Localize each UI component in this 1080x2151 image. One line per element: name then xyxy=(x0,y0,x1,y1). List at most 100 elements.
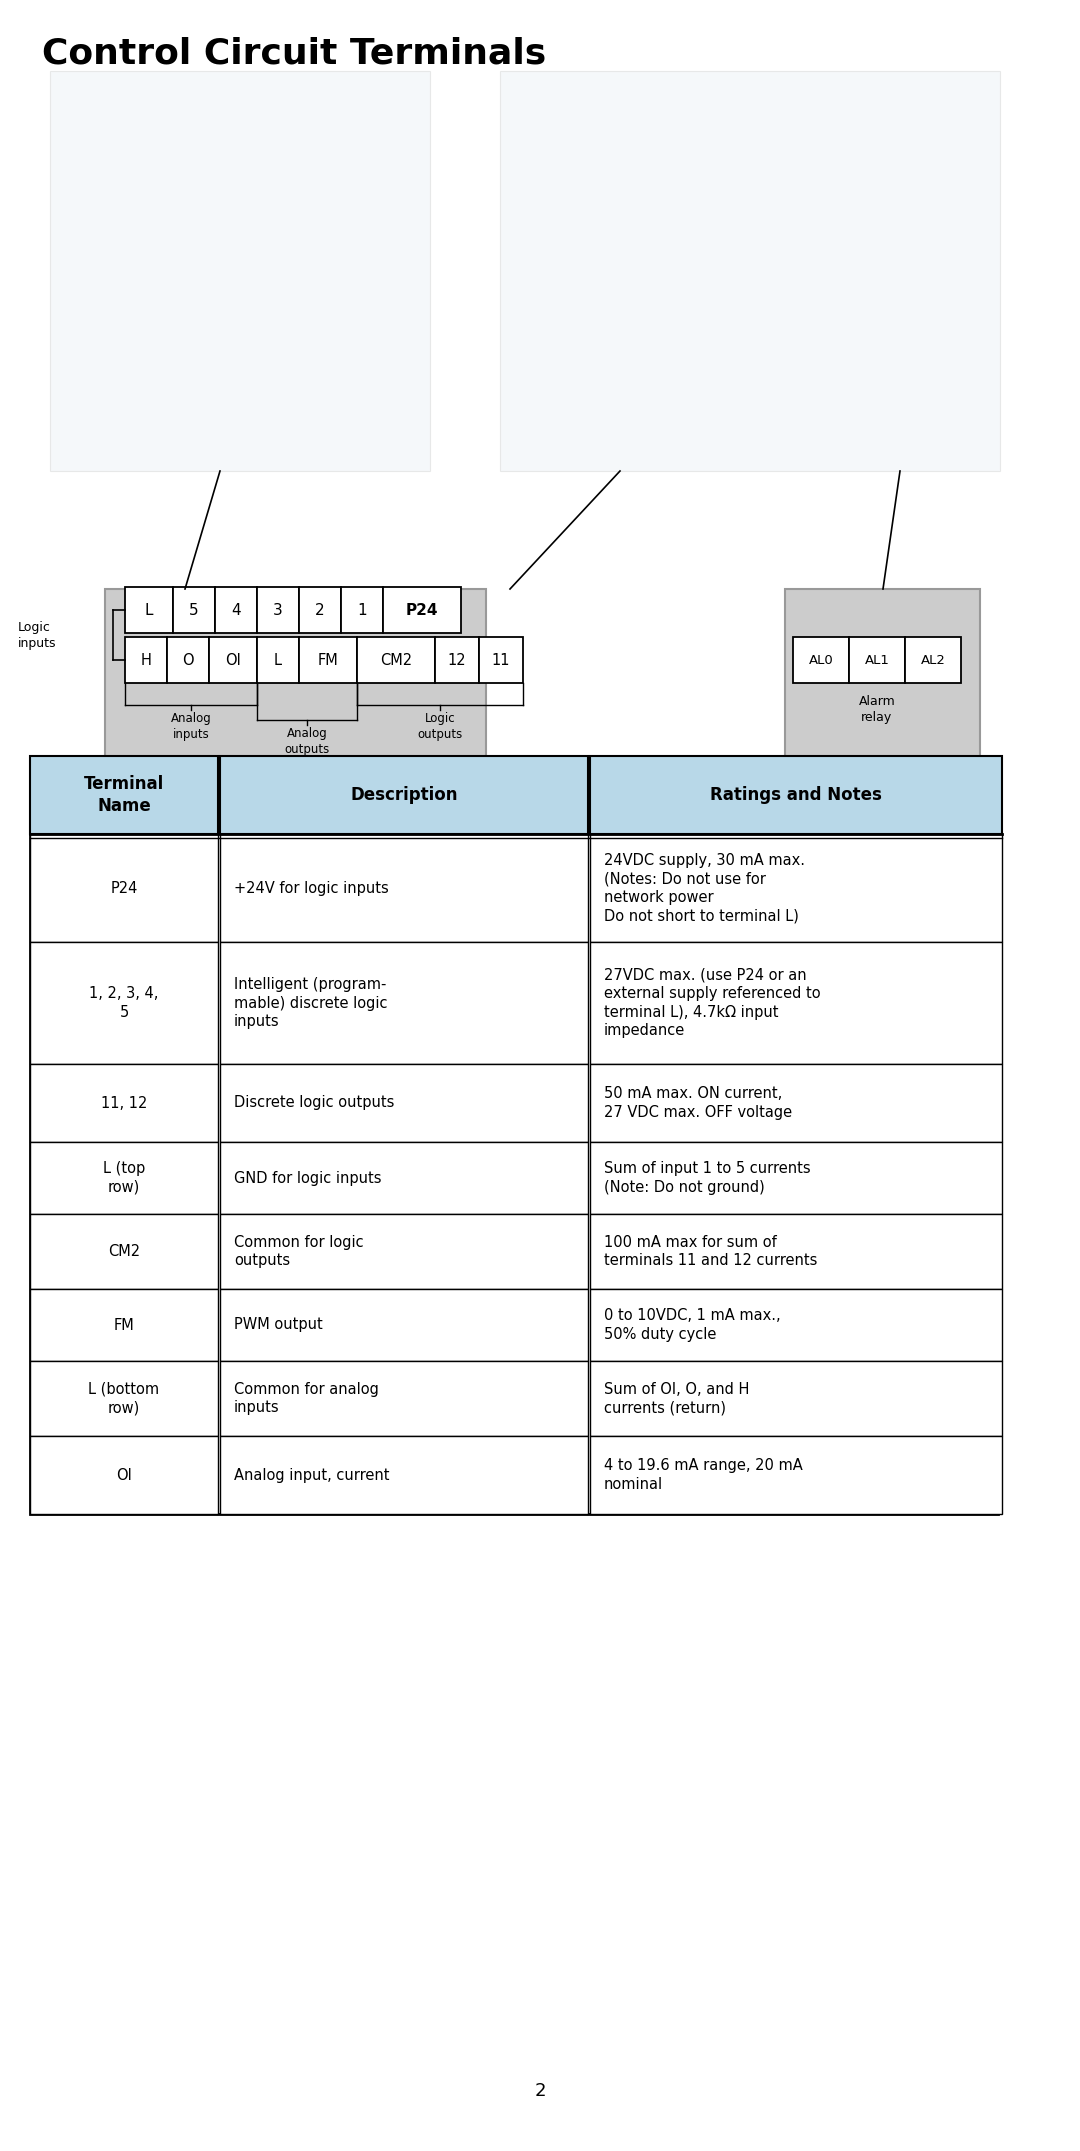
Text: 4 to 19.6 mA range, 20 mA
nominal: 4 to 19.6 mA range, 20 mA nominal xyxy=(604,1458,802,1493)
Text: Analog input, current: Analog input, current xyxy=(234,1467,390,1482)
Text: 1: 1 xyxy=(357,602,367,617)
Text: AL0: AL0 xyxy=(809,654,834,667)
Bar xyxy=(220,1142,588,1213)
Bar xyxy=(590,835,1002,942)
Bar xyxy=(30,1213,218,1288)
Bar xyxy=(30,835,218,942)
Text: 24VDC supply, 30 mA max.
(Notes: Do not use for
network power
Do not short to te: 24VDC supply, 30 mA max. (Notes: Do not … xyxy=(604,852,805,923)
Bar xyxy=(341,587,383,632)
Bar xyxy=(30,755,218,835)
Text: Analog
outputs: Analog outputs xyxy=(284,727,329,755)
Bar xyxy=(30,942,218,1065)
Text: 5: 5 xyxy=(189,602,199,617)
Text: P24: P24 xyxy=(110,880,137,895)
Text: 100 mA max for sum of
terminals 11 and 12 currents: 100 mA max for sum of terminals 11 and 1… xyxy=(604,1235,818,1269)
Bar xyxy=(383,587,461,632)
Text: Sum of input 1 to 5 currents
(Note: Do not ground): Sum of input 1 to 5 currents (Note: Do n… xyxy=(604,1162,811,1194)
Text: 27VDC max. (use P24 or an
external supply referenced to
terminal L), 4.7kΩ input: 27VDC max. (use P24 or an external suppl… xyxy=(604,968,821,1039)
Text: H: H xyxy=(140,652,151,667)
Text: Common for logic
outputs: Common for logic outputs xyxy=(234,1235,364,1269)
Bar xyxy=(257,587,299,632)
Text: P24: P24 xyxy=(406,602,438,617)
Text: 4: 4 xyxy=(231,602,241,617)
Text: L: L xyxy=(274,652,282,667)
Bar xyxy=(30,1142,218,1213)
Bar xyxy=(257,637,299,684)
Text: FM: FM xyxy=(318,652,338,667)
Text: 3: 3 xyxy=(273,602,283,617)
Text: CM2: CM2 xyxy=(108,1243,140,1258)
Text: AL2: AL2 xyxy=(920,654,945,667)
Bar xyxy=(793,637,849,684)
Bar xyxy=(220,1437,588,1514)
Text: 50 mA max. ON current,
27 VDC max. OFF voltage: 50 mA max. ON current, 27 VDC max. OFF v… xyxy=(604,1086,792,1121)
Bar xyxy=(357,637,435,684)
Text: 11: 11 xyxy=(491,652,510,667)
Bar xyxy=(590,1142,1002,1213)
Bar xyxy=(220,1288,588,1362)
Bar xyxy=(30,1362,218,1437)
Text: L: L xyxy=(145,602,153,617)
Text: CM2: CM2 xyxy=(380,652,413,667)
Text: Analog
inputs: Analog inputs xyxy=(171,712,212,740)
Bar xyxy=(125,587,173,632)
Bar xyxy=(435,637,480,684)
Bar xyxy=(30,1288,218,1362)
Bar xyxy=(299,587,341,632)
Text: Common for analog
inputs: Common for analog inputs xyxy=(234,1381,379,1415)
Bar xyxy=(220,755,588,835)
Text: +24V for logic inputs: +24V for logic inputs xyxy=(234,880,389,895)
Bar xyxy=(500,71,1000,471)
Text: Discrete logic outputs: Discrete logic outputs xyxy=(234,1095,394,1110)
Text: L (top
row): L (top row) xyxy=(103,1162,145,1194)
Text: AL1: AL1 xyxy=(865,654,890,667)
Bar xyxy=(220,1362,588,1437)
Text: Alarm
relay: Alarm relay xyxy=(859,695,895,725)
Text: Sum of OI, O, and H
currents (return): Sum of OI, O, and H currents (return) xyxy=(604,1381,750,1415)
Text: Intelligent (program-
mable) discrete logic
inputs: Intelligent (program- mable) discrete lo… xyxy=(234,977,388,1028)
Bar xyxy=(590,755,1002,835)
Text: 11, 12: 11, 12 xyxy=(100,1095,147,1110)
Bar xyxy=(590,1437,1002,1514)
Text: 0 to 10VDC, 1 mA max.,
50% duty cycle: 0 to 10VDC, 1 mA max., 50% duty cycle xyxy=(604,1308,781,1342)
Text: 12: 12 xyxy=(448,652,467,667)
Bar xyxy=(590,1362,1002,1437)
Text: FM: FM xyxy=(113,1319,134,1331)
Bar xyxy=(590,942,1002,1065)
Bar xyxy=(173,587,215,632)
Text: Logic
outputs: Logic outputs xyxy=(417,712,462,740)
Bar xyxy=(105,589,486,759)
Text: Terminal
Name: Terminal Name xyxy=(84,774,164,815)
Text: OI: OI xyxy=(116,1467,132,1482)
Text: Description: Description xyxy=(350,785,458,804)
Bar xyxy=(210,637,257,684)
Bar xyxy=(220,1213,588,1288)
Bar xyxy=(215,587,257,632)
Bar xyxy=(125,637,167,684)
Bar xyxy=(590,1065,1002,1142)
Text: 2: 2 xyxy=(315,602,325,617)
Bar xyxy=(30,1437,218,1514)
Text: L (bottom
row): L (bottom row) xyxy=(89,1381,160,1415)
Bar xyxy=(590,1288,1002,1362)
Text: 1, 2, 3, 4,
5: 1, 2, 3, 4, 5 xyxy=(90,985,159,1020)
Bar xyxy=(480,637,523,684)
Text: Logic
inputs: Logic inputs xyxy=(18,619,56,650)
Text: O: O xyxy=(183,652,193,667)
Bar xyxy=(50,71,430,471)
Text: GND for logic inputs: GND for logic inputs xyxy=(234,1170,381,1185)
Bar xyxy=(905,637,961,684)
Bar xyxy=(220,1065,588,1142)
Bar xyxy=(590,1213,1002,1288)
Bar xyxy=(30,1065,218,1142)
Text: 2: 2 xyxy=(535,2082,545,2099)
Bar xyxy=(785,589,980,759)
Bar xyxy=(299,637,357,684)
Bar xyxy=(30,755,998,1514)
Text: PWM output: PWM output xyxy=(234,1319,323,1331)
Bar xyxy=(220,942,588,1065)
Text: Ratings and Notes: Ratings and Notes xyxy=(710,785,882,804)
Text: Control Circuit Terminals: Control Circuit Terminals xyxy=(42,37,546,71)
Bar xyxy=(849,637,905,684)
Bar xyxy=(220,835,588,942)
